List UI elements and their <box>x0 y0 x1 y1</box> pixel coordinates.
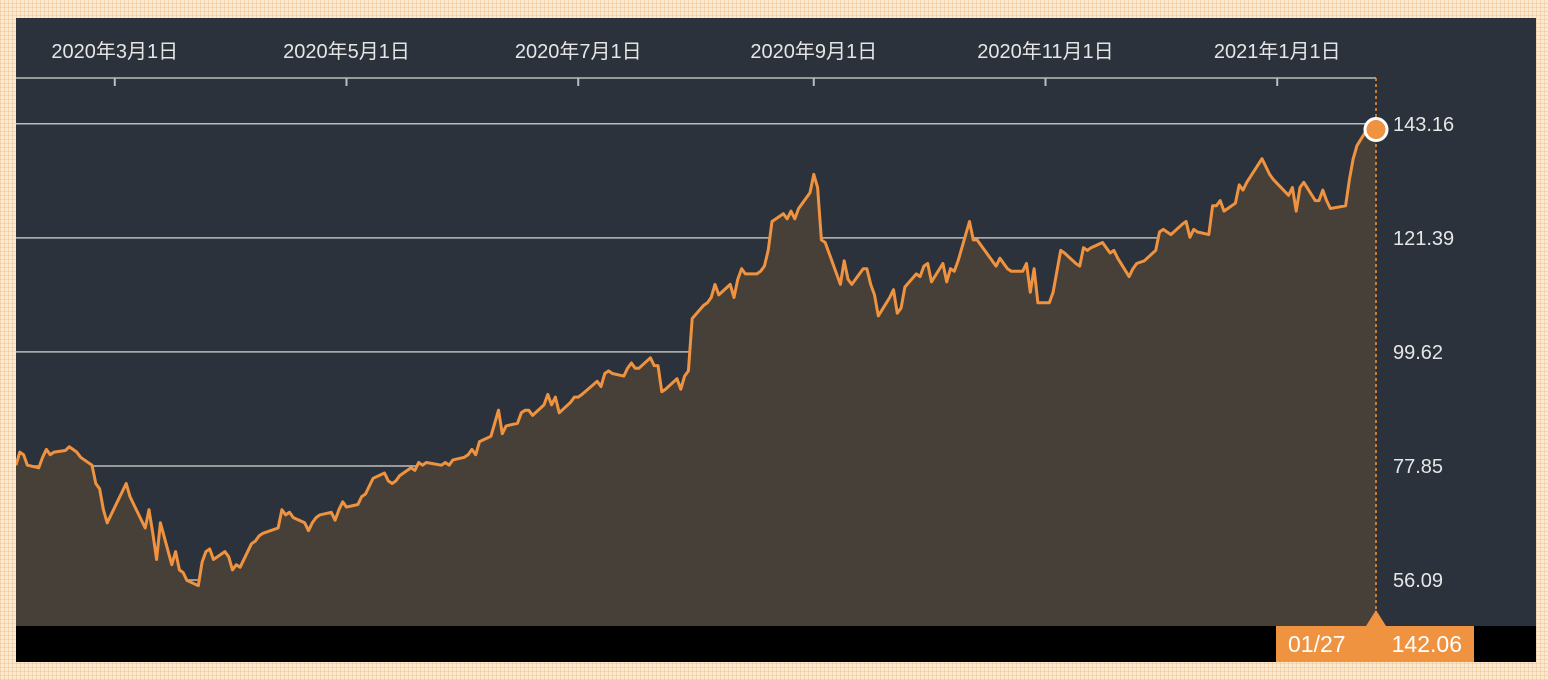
y-tick-label: 143.16 <box>1393 114 1454 136</box>
x-tick-label: 2020年11月1日 <box>977 40 1113 63</box>
last-value-readout: 01/27 142.06 <box>1276 626 1474 662</box>
chart-panel: 2020年3月1日 2020年5月1日 2020年7月1日 2020年9月1日 2020… <box>16 18 1536 662</box>
x-tick-label: 2020年3月1日 <box>51 40 178 63</box>
x-tick-label: 2020年5月1日 <box>283 40 410 63</box>
y-tick-label: 77.85 <box>1393 456 1443 478</box>
x-axis: 2020年3月1日 2020年5月1日 2020年7月1日 2020年9月1日 2020… <box>16 40 1376 86</box>
x-tick-label: 2020年7月1日 <box>515 40 642 63</box>
y-tick-label: 99.62 <box>1393 342 1443 364</box>
readout-arrow-icon <box>1366 610 1386 626</box>
readout-value: 142.06 <box>1391 630 1462 657</box>
price-chart: 2020年3月1日 2020年5月1日 2020年7月1日 2020年9月1日 2020… <box>16 40 1454 626</box>
y-tick-label: 56.09 <box>1393 570 1443 592</box>
last-point-marker[interactable] <box>1363 117 1389 143</box>
x-tick-label: 2021年1月1日 <box>1214 40 1341 63</box>
readout-date: 01/27 <box>1288 630 1346 657</box>
x-tick-label: 2020年9月1日 <box>750 40 877 63</box>
price-line <box>16 123 1378 588</box>
price-area <box>16 124 1376 626</box>
y-tick-label: 121.39 <box>1393 228 1454 250</box>
y-axis: 143.16 121.39 99.62 77.85 56.09 <box>1393 114 1454 592</box>
